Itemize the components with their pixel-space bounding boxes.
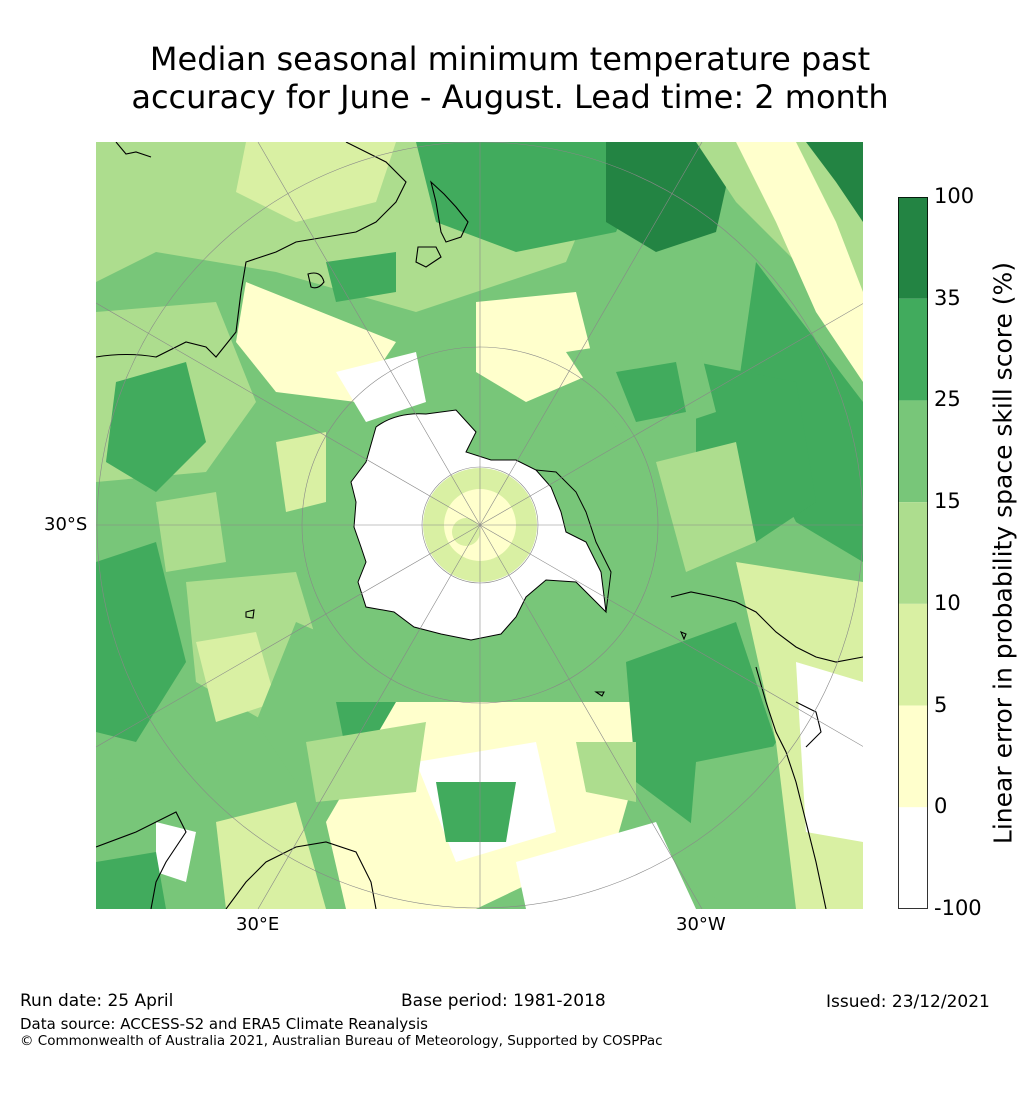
issued-date: Issued: 23/12/2021 (826, 992, 990, 1012)
colorbar-tick-label: 15 (934, 489, 961, 514)
skill-field (96, 142, 863, 909)
graticule (96, 142, 863, 909)
base-period: Base period: 1981-2018 (401, 991, 606, 1011)
polar-map (96, 142, 863, 909)
title-line-2: accuracy for June - August. Lead time: 2… (131, 78, 889, 116)
chart-title: Median seasonal minimum temperature past… (0, 40, 1020, 116)
colorbar-swatch (898, 705, 928, 808)
colorbar-swatch (898, 807, 928, 909)
data-source: Data source: ACCESS-S2 and ERA5 Climate … (20, 1015, 428, 1033)
copyright: © Commonwealth of Australia 2021, Austra… (20, 1033, 663, 1049)
colorbar-tick-label: 0 (934, 794, 948, 819)
colorbar-tick-label: 25 (934, 387, 961, 412)
colorbar-tick-label: 35 (934, 285, 961, 310)
run-date: Run date: 25 April (20, 991, 174, 1011)
lon-label-30w: 30°W (676, 914, 726, 935)
colorbar-title: Linear error in probability space skill … (988, 261, 1018, 845)
lat-label-30s: 30°S (44, 514, 88, 535)
colorbar-swatch (898, 400, 928, 503)
colorbar-tick-label: 10 (934, 590, 961, 615)
colorbar (898, 197, 928, 909)
colorbar-swatch (898, 603, 928, 706)
colorbar-tick-label: -100 (934, 896, 982, 920)
coastlines (96, 142, 863, 909)
colorbar-swatch (898, 502, 928, 604)
lon-label-30e: 30°E (236, 914, 280, 935)
colorbar-swatches (898, 197, 928, 909)
colorbar-swatch (898, 298, 928, 401)
colorbar-tick-label: 5 (934, 692, 948, 717)
map-canvas (96, 142, 863, 909)
antarctic-peninsula (535, 469, 612, 613)
colorbar-swatch (898, 197, 928, 299)
colorbar-tick-label: 100 (934, 184, 975, 208)
title-line-1: Median seasonal minimum temperature past (149, 40, 871, 78)
colorbar-border (898, 197, 928, 909)
